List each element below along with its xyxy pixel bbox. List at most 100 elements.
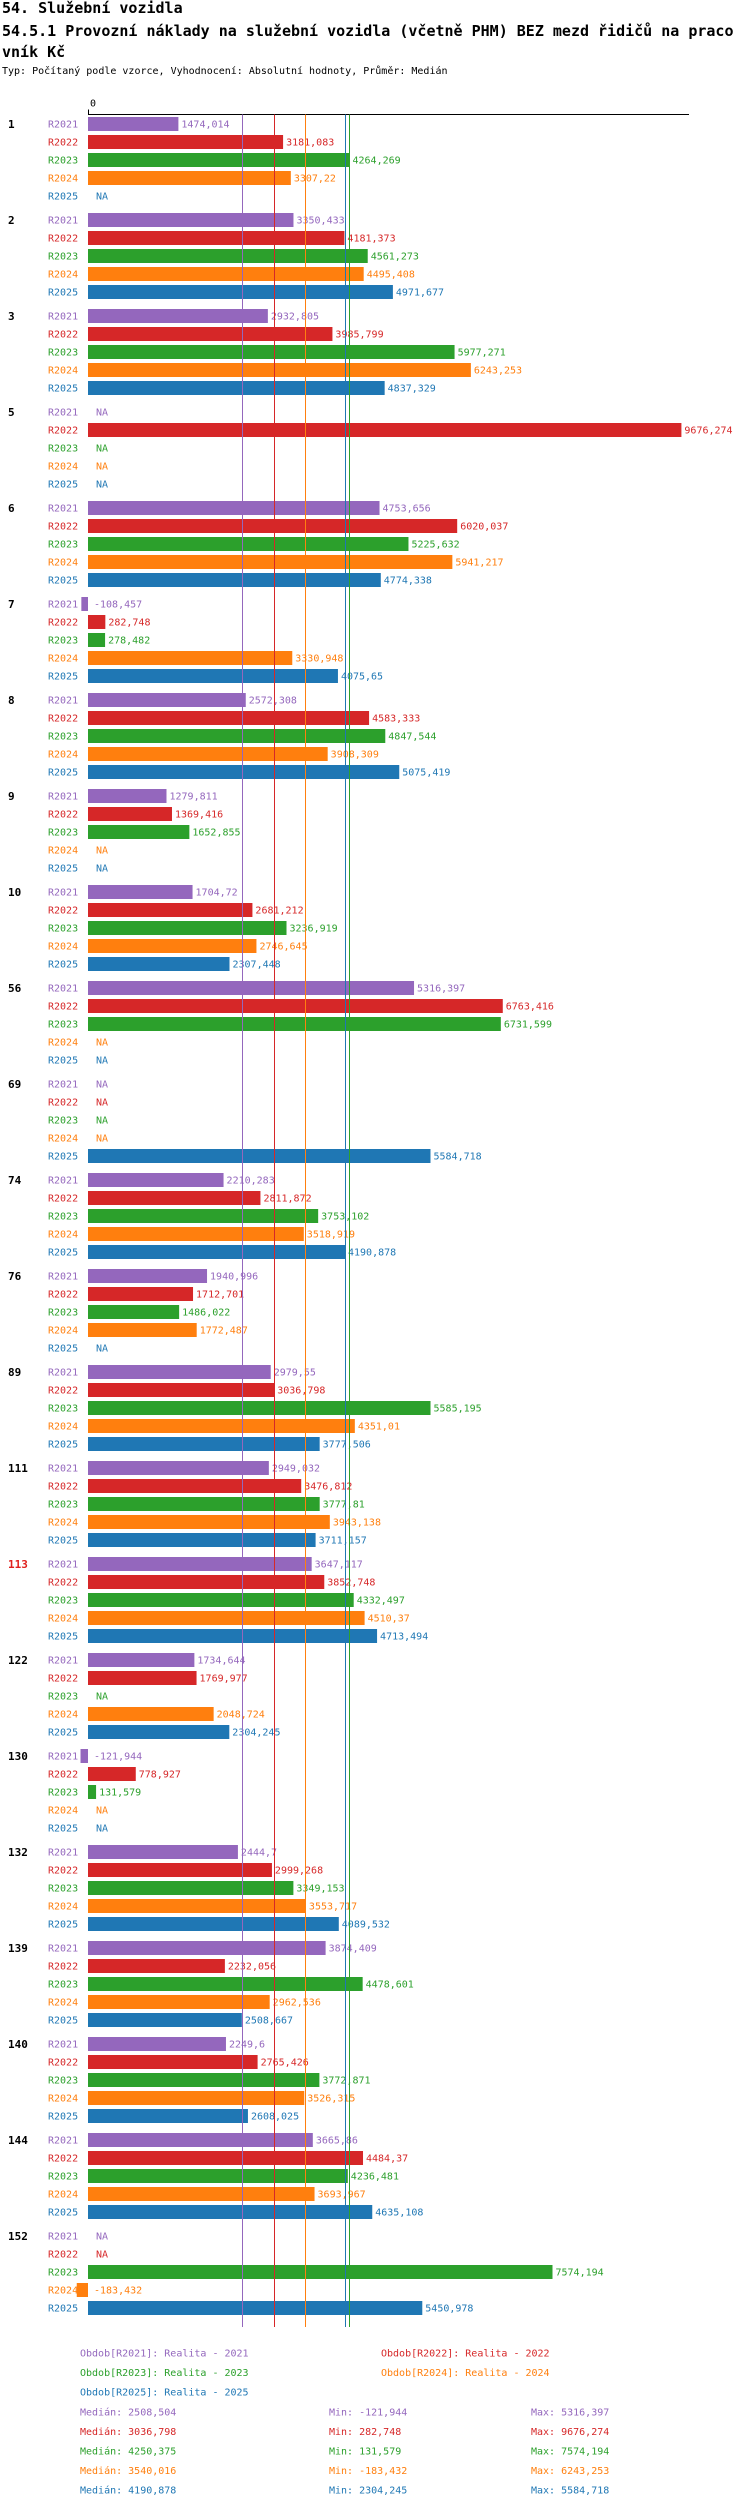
bar-r2022 [88, 135, 284, 149]
group-1: 1 R2021 1474,014 R2022 3181,083 R2023 4264,269… [8, 117, 401, 203]
value-label: 4089,532 [342, 1920, 390, 1931]
bar-r2024 [88, 1323, 197, 1337]
series-label: R2024 [48, 1422, 78, 1433]
bar-r2021 [88, 1365, 271, 1379]
series-label: R2021 [48, 1464, 78, 1475]
series-label: R2022 [48, 2154, 78, 2165]
group-label: 6 [8, 502, 15, 515]
max-stat: Max: 6243,253 [531, 2466, 609, 2477]
bar-r2024 [88, 651, 293, 665]
value-label: 5075,419 [402, 768, 450, 779]
bar-r2022 [88, 711, 370, 725]
series-label: R2022 [48, 1578, 78, 1589]
bar-r2024 [88, 171, 291, 185]
value-label: 6020,037 [460, 522, 508, 533]
group-label: 56 [8, 982, 22, 995]
legend: Obdob[R2021]: Realita - 2021 Obdob[R2022]… [80, 2349, 609, 2497]
bar-r2021 [88, 1461, 269, 1475]
value-label: 5941,217 [455, 558, 503, 569]
na-label: NA [96, 864, 108, 875]
bar-r2022 [88, 2151, 364, 2165]
max-stat: Max: 9676,274 [531, 2427, 609, 2438]
value-label: 1279,811 [169, 792, 217, 803]
bar-r2025 [88, 765, 400, 779]
bar-r2021 [88, 213, 294, 227]
bar-r2022 [88, 1575, 325, 1589]
bar-r2023 [88, 1017, 501, 1031]
bar-r2024 [88, 1227, 304, 1241]
series-label: R2022 [48, 810, 78, 821]
value-label: 1772,487 [200, 1326, 248, 1337]
value-label: 2932,805 [271, 312, 319, 323]
series-label: R2024 [48, 1902, 78, 1913]
series-label: R2024 [48, 1326, 78, 1337]
series-label: R2024 [48, 1518, 78, 1529]
value-label: 2048,724 [217, 1710, 265, 1721]
value-label: 4971,677 [396, 288, 444, 299]
min-stat: Min: 2304,245 [329, 2486, 407, 2497]
series-label: R2022 [48, 1866, 78, 1877]
series-label: R2021 [48, 1752, 78, 1763]
series-label: R2023 [48, 2172, 78, 2183]
bar-r2023 [88, 345, 455, 359]
series-label: R2024 [48, 1806, 78, 1817]
series-label: R2025 [48, 2016, 78, 2027]
value-label: 3665,86 [316, 2136, 358, 2147]
series-label: R2021 [48, 1560, 78, 1571]
group-label: 7 [8, 598, 15, 611]
series-label: R2022 [48, 138, 78, 149]
value-label: 2444,7 [241, 1848, 277, 1859]
na-label: NA [96, 1134, 108, 1145]
legend-item-r2024: Obdob[R2024]: Realita - 2024 [381, 2368, 550, 2379]
bar-r2022 [88, 1287, 194, 1301]
series-label: R2022 [48, 618, 78, 629]
x-axis-zero-label: 0 [90, 99, 96, 110]
series-label: R2024 [48, 1038, 78, 1049]
series-label: R2023 [48, 444, 78, 455]
bar-r2024 [88, 1995, 270, 2009]
series-label: R2024 [48, 366, 78, 377]
series-label: R2022 [48, 2250, 78, 2261]
value-label: 4561,273 [371, 252, 419, 263]
series-label: R2024 [48, 270, 78, 281]
bar-r2025 [88, 1533, 316, 1547]
bar-r2025 [88, 957, 230, 971]
group-56: 56 R2021 5316,397 R2022 6763,416 R2023 6731,59… [8, 981, 554, 1067]
series-label: R2021 [48, 984, 78, 995]
na-label: NA [96, 1116, 108, 1127]
na-label: NA [96, 1080, 108, 1091]
value-label: 1486,022 [182, 1308, 230, 1319]
value-label: 1704,72 [196, 888, 238, 899]
bar-r2024 [88, 1419, 355, 1433]
group-5: 5 R2021 NA R2022 9676,274 R2023 NA R2024 NA R2025… [8, 406, 733, 491]
series-label: R2021 [48, 216, 78, 227]
series-label: R2021 [48, 1368, 78, 1379]
group-label: 144 [8, 2134, 28, 2147]
series-label: R2024 [48, 654, 78, 665]
bar-r2025 [88, 2205, 373, 2219]
series-label: R2024 [48, 174, 78, 185]
bar-r2022 [88, 1383, 275, 1397]
value-label: 3711,157 [319, 1536, 367, 1547]
group-label: 122 [8, 1654, 28, 1667]
series-label: R2023 [48, 1020, 78, 1031]
series-label: R2021 [48, 408, 78, 419]
bar-r2023 [88, 1209, 319, 1223]
bar-r2023 [88, 249, 368, 263]
value-label: 4181,373 [347, 234, 395, 245]
group-label: 3 [8, 310, 15, 323]
bar-r2023 [88, 2169, 348, 2183]
series-label: R2022 [48, 1386, 78, 1397]
min-stat: Min: 282,748 [329, 2427, 401, 2438]
series-label: R2024 [48, 1614, 78, 1625]
bar-r2023 [88, 1977, 363, 1991]
series-label: R2022 [48, 1002, 78, 1013]
bar-r2022 [88, 231, 345, 245]
value-label: 4753,656 [383, 504, 431, 515]
bar-r2023 [88, 537, 409, 551]
series-label: R2025 [48, 672, 78, 683]
group-label: 130 [8, 1750, 28, 1763]
bar-r2021 [88, 501, 380, 515]
na-label: NA [96, 2250, 108, 2261]
